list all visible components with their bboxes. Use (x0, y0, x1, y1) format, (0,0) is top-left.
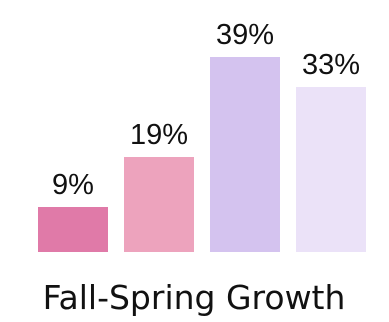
bar-2 (124, 157, 194, 252)
bar-4 (296, 87, 366, 252)
chart-title: Fall-Spring Growth (43, 278, 346, 317)
bar-value-label-1: 9% (52, 169, 94, 201)
bar-value-label-3: 39% (216, 19, 274, 51)
bars-group (38, 57, 366, 252)
bar-1 (38, 207, 108, 252)
bar-value-label-2: 19% (130, 119, 188, 151)
bar-value-label-4: 33% (302, 49, 360, 81)
value-labels-group: 9% 19% 39% 33% (52, 19, 360, 201)
bar-3 (210, 57, 280, 252)
